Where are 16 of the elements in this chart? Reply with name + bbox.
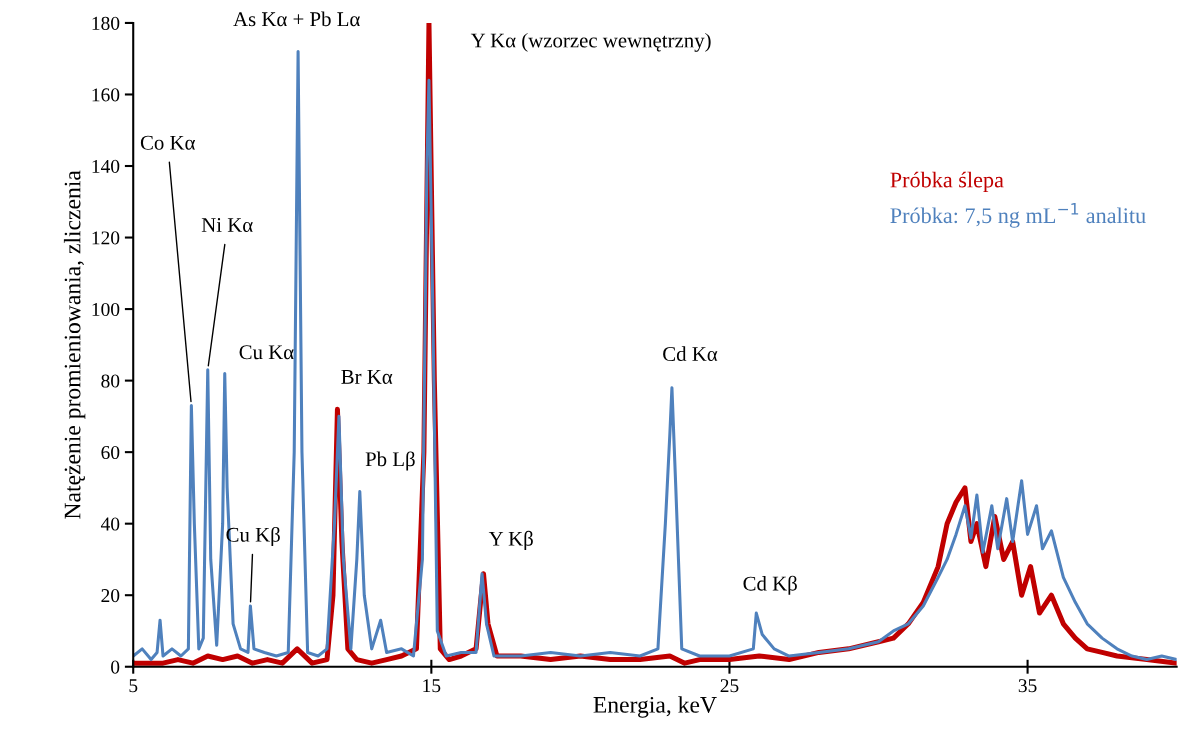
y-tick-label: 40: [100, 517, 120, 531]
y-tick-label: 100: [92, 302, 120, 317]
y-tick-label: 60: [101, 445, 120, 460]
y-tick-label: 20: [101, 589, 120, 603]
y-axis-title: Natężenie promieniowania, zliczenia: [63, 170, 86, 519]
y-tick-label: 120: [92, 231, 120, 245]
x-tick-label: 15: [423, 679, 441, 693]
y-tick-label: 160: [92, 88, 120, 102]
y-tick-label: 80: [101, 374, 120, 388]
y-tick-label: 0: [111, 660, 120, 674]
x-tick-label: 5: [129, 679, 138, 693]
y-tick-label: 140: [92, 159, 120, 173]
x-tick-label: 35: [1018, 679, 1037, 693]
x-tick-label: 25: [720, 679, 739, 693]
x-axis-title: Energia, keV: [593, 696, 717, 718]
y-tick-label: 180: [92, 16, 120, 30]
